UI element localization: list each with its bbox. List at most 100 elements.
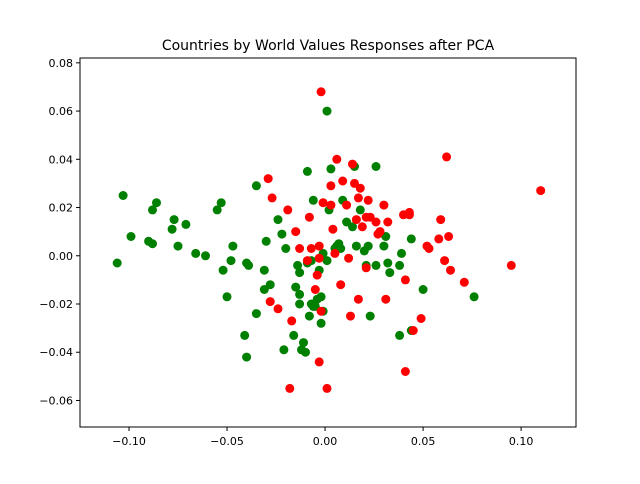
plot-frame	[79, 57, 577, 428]
data-point	[295, 244, 305, 253]
data-point	[259, 265, 269, 275]
data-point	[302, 256, 312, 266]
data-point	[322, 383, 332, 393]
data-point	[336, 280, 346, 290]
data-point	[338, 176, 348, 186]
data-point	[281, 244, 291, 253]
data-point	[322, 256, 332, 266]
data-point	[181, 219, 191, 229]
x-tick-label: 0.10	[509, 435, 534, 448]
data-point	[348, 222, 357, 232]
data-point	[400, 275, 410, 285]
data-point	[316, 306, 326, 316]
y-tick-label: −0.04	[39, 346, 73, 359]
x-tick-label: 0.05	[411, 435, 436, 448]
data-point	[191, 248, 201, 258]
data-point	[148, 239, 157, 249]
data-point	[251, 181, 261, 191]
data-point	[289, 330, 299, 340]
data-point	[328, 224, 338, 234]
data-point	[322, 106, 332, 116]
data-point	[375, 227, 385, 237]
x-tick-label: 0.00	[313, 435, 338, 448]
data-point	[312, 270, 322, 280]
data-point	[342, 200, 352, 210]
data-point	[363, 241, 373, 251]
data-point	[273, 215, 283, 225]
data-point	[395, 330, 405, 340]
data-point	[279, 345, 289, 355]
data-point	[459, 277, 469, 287]
y-tick-label: 0.08	[49, 57, 74, 70]
data-point	[291, 282, 301, 292]
data-point	[404, 207, 414, 217]
data-point	[536, 186, 546, 196]
data-point	[118, 191, 128, 200]
data-point	[383, 258, 393, 268]
y-tick-label: 0.02	[49, 202, 74, 215]
data-point	[395, 260, 405, 270]
data-point	[326, 164, 336, 174]
y-tick-label: 0.04	[49, 153, 74, 166]
data-point	[169, 215, 179, 225]
data-point	[301, 347, 310, 357]
data-point	[440, 256, 450, 266]
chart-title: Countries by World Values Responses afte…	[162, 38, 495, 54]
data-point	[351, 241, 361, 251]
data-point	[444, 232, 454, 241]
y-tick-label: 0.00	[49, 250, 74, 263]
data-point	[304, 311, 314, 321]
data-point	[436, 215, 446, 225]
data-point	[408, 326, 418, 335]
data-point	[442, 152, 452, 162]
data-point	[346, 311, 355, 321]
data-point	[434, 234, 444, 244]
data-point	[348, 159, 357, 169]
y-axis: −0.06 −0.04 −0.02 0.00 0.02 0.04 0.06 0.08	[39, 57, 80, 407]
data-point	[314, 241, 324, 251]
data-point	[383, 217, 393, 227]
data-point	[226, 256, 236, 266]
data-point	[353, 193, 363, 203]
x-axis: −0.10 −0.05 0.00 0.05 0.10	[112, 427, 533, 448]
data-point	[355, 183, 365, 193]
data-point	[371, 162, 381, 171]
data-point	[314, 253, 324, 263]
data-point	[285, 383, 295, 393]
data-point	[228, 241, 238, 251]
data-point	[406, 234, 416, 244]
data-point	[310, 285, 320, 294]
data-point	[293, 260, 303, 270]
data-point	[308, 195, 318, 205]
data-point	[222, 292, 232, 302]
data-point	[351, 215, 361, 225]
data-point	[295, 268, 305, 278]
data-point	[316, 292, 326, 302]
data-point	[381, 294, 391, 304]
data-point	[418, 285, 428, 294]
data-point	[357, 222, 367, 232]
y-tick-label: 0.06	[49, 105, 74, 118]
data-point	[330, 248, 340, 258]
x-tick-label: −0.05	[210, 435, 244, 448]
y-tick-label: −0.06	[39, 394, 73, 407]
data-point	[244, 260, 254, 270]
data-point	[287, 316, 297, 326]
data-point	[326, 181, 336, 191]
data-point	[316, 87, 326, 97]
data-point	[363, 195, 373, 205]
data-point	[446, 265, 455, 275]
data-point	[371, 217, 381, 227]
data-point	[379, 241, 389, 251]
data-point	[267, 193, 277, 203]
data-point	[400, 367, 410, 376]
data-point	[265, 297, 275, 307]
data-point	[397, 248, 406, 258]
data-point	[251, 309, 261, 319]
data-point	[299, 338, 308, 348]
data-point	[314, 357, 324, 367]
data-point	[212, 205, 222, 215]
data-point	[216, 198, 226, 208]
data-point	[353, 294, 363, 304]
